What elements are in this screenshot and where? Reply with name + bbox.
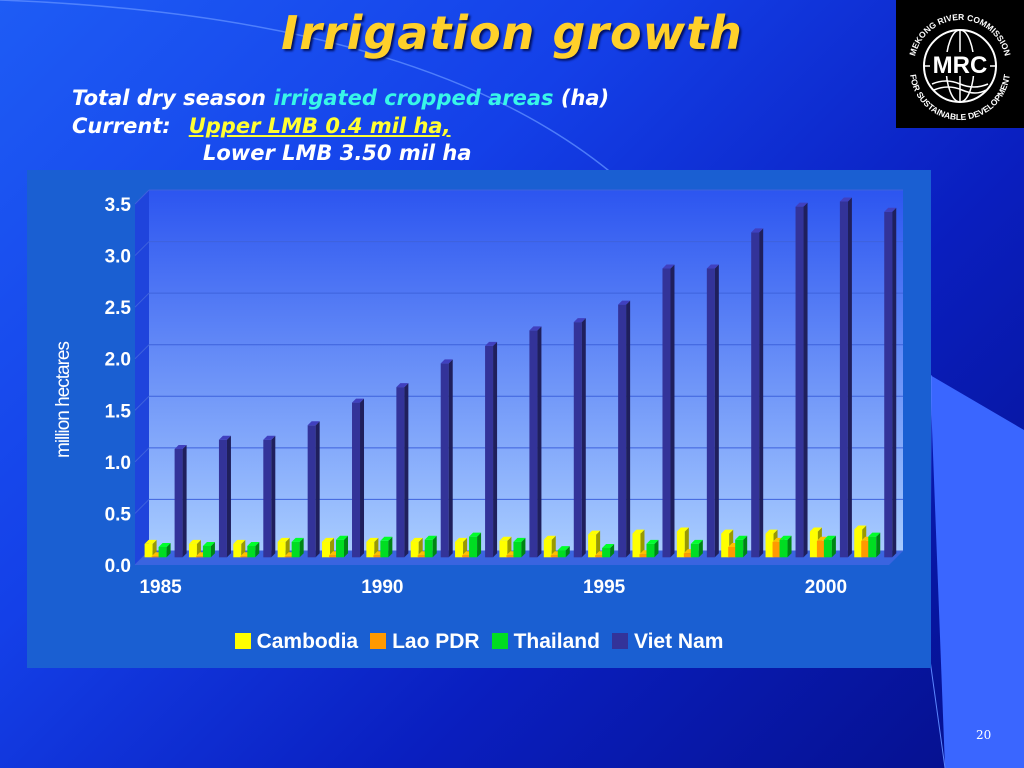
bar-viet-nam [218,435,231,558]
legend-label: Viet Nam [633,630,724,653]
bar-thailand [868,532,881,558]
bar-viet-nam [618,300,631,558]
bar-thailand [557,546,570,558]
chart-legend: Cambodia Lao PDR Thailand Viet Nam [27,630,931,654]
x-tick-label: 2000 [805,577,847,598]
legend-label: Cambodia [256,630,359,653]
subtitle-line-1: Total dry season irrigated cropped areas… [72,86,609,110]
bar-viet-nam [751,228,764,558]
bar-thailand [602,544,615,558]
bar-viet-nam [440,359,453,558]
y-tick-label: 0.0 [105,556,131,577]
mrc-logo-icon: MRC MEKONG RIVER COMMISSION FOR SUSTAINA… [907,12,1013,122]
legend-swatch [611,633,628,649]
bar-thailand [646,539,659,558]
subtitle-prefix: Total dry season [72,86,274,110]
bar-thailand [823,535,836,558]
bar-viet-nam [529,326,542,558]
bar-chart: 0.0 0.5 1.0 1.5 2.0 2.5 3.0 3.5 1985 1990 1995 2000 [105,189,903,598]
bar-thailand [291,537,304,558]
logo-abbrev: MRC [933,52,988,79]
plot-area [149,190,903,551]
bar-viet-nam [174,445,187,558]
bar-viet-nam [839,197,852,558]
y-tick-label: 3.5 [105,195,132,216]
bar-viet-nam [573,318,586,558]
bar-cambodia [588,530,601,558]
bar-viet-nam [352,398,365,558]
grid-line-side [134,241,150,256]
y-tick-label: 2.0 [105,350,131,371]
legend-item-cambodia: Cambodia [234,630,359,654]
y-axis-label: million hectares [53,342,74,458]
y-tick-label: 1.5 [105,401,132,422]
y-tick-label: 0.5 [105,504,132,525]
x-tick-label: 1990 [361,577,403,598]
legend-swatch [370,633,387,649]
legend-swatch [234,633,251,649]
bar-viet-nam [795,202,808,558]
mrc-logo: MRC MEKONG RIVER COMMISSION FOR SUSTAINA… [896,0,1024,128]
bar-viet-nam [263,435,276,558]
slide-title: Irrigation growth [281,6,743,60]
bar-viet-nam [307,421,320,558]
bar-viet-nam [706,264,719,558]
bar-cambodia [632,529,645,558]
bar-viet-nam [662,264,675,558]
bar-cambodia [144,539,157,558]
y-tick-label: 3.0 [105,247,131,268]
bar-thailand [247,541,260,558]
bar-viet-nam [884,207,897,558]
subtitle-highlight: irrigated cropped areas [273,86,554,110]
subtitle-line-2: Current: Upper LMB 0.4 mil ha, [72,114,451,138]
chart-panel: 0.0 0.5 1.0 1.5 2.0 2.5 3.0 3.5 1985 1990 1995 2000… [27,170,931,668]
bar-viet-nam [396,383,409,558]
current-label: Current: [72,114,171,138]
legend-item-thailand: Thailand [491,630,600,654]
legend-swatch [491,633,508,649]
bar-thailand [380,536,393,558]
bar-thailand [202,541,215,558]
bar-thailand [158,542,171,558]
y-tick-label: 2.5 [105,298,132,319]
plot-side-wall [135,190,149,565]
bar-viet-nam [485,341,498,558]
bar-thailand [735,535,748,558]
legend-label: Lao PDR [392,630,480,653]
bar-thailand [690,539,703,558]
legend-label: Thailand [513,630,600,653]
grid-line-side [134,292,150,308]
y-tick-label: 1.0 [105,453,131,474]
grid-line-side [134,344,150,360]
lower-lmb-value: Lower LMB 3.50 mil ha [203,141,472,165]
subtitle-suffix: (ha) [553,86,610,110]
bar-thailand [469,532,482,558]
grid-line-side [134,447,150,463]
x-tick-label: 1995 [583,577,626,598]
legend-item-viet-nam: Viet Nam [611,630,724,654]
bar-thailand [779,535,792,558]
x-tick-label: 1985 [139,577,182,598]
grid-line-side [134,189,150,205]
bar-thailand [513,537,526,558]
bar-thailand [424,535,437,558]
legend-item-lao-pdr: Lao PDR [370,630,480,654]
page-number: 20 [976,728,992,742]
grid-line-side [134,395,150,411]
upper-lmb-value: Upper LMB 0.4 mil ha, [188,114,451,138]
grid-line-side [134,499,150,514]
bar-thailand [336,535,349,558]
